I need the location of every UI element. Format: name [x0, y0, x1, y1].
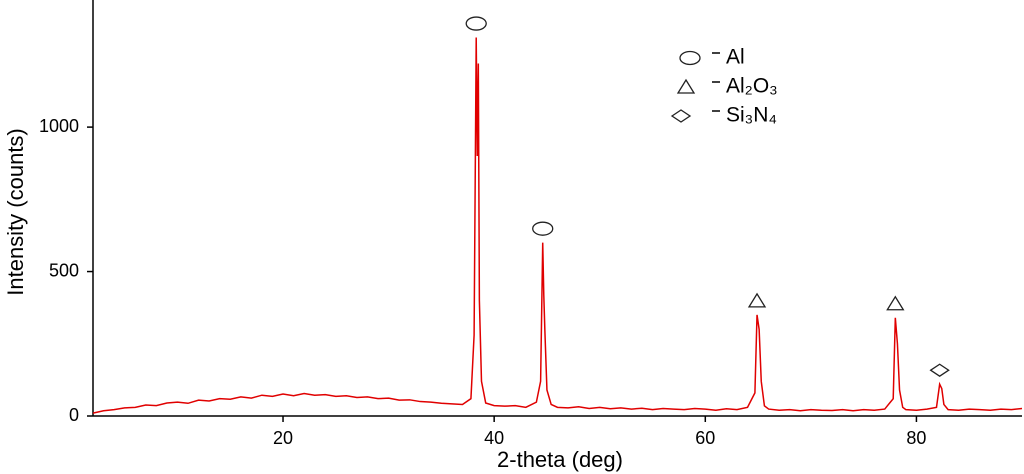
legend-symbol — [679, 50, 701, 66]
x-axis-label: 2-theta (deg) — [497, 447, 623, 472]
legend-label: Si₃N₄ — [726, 104, 777, 127]
legend-label: Al — [726, 46, 745, 69]
peak-marker — [465, 16, 487, 31]
y-tick-label: 500 — [49, 260, 79, 280]
data-line — [92, 37, 1023, 414]
x-tick-label: 20 — [273, 428, 293, 448]
x-tick-label: 60 — [695, 428, 715, 448]
x-tick-label: 80 — [906, 428, 926, 448]
y-tick-label: 0 — [69, 405, 79, 425]
peak-marker — [747, 292, 767, 308]
x-tick-label: 40 — [484, 428, 504, 448]
peak-marker — [532, 221, 554, 236]
legend-symbol — [670, 109, 692, 123]
peak-marker — [886, 295, 905, 311]
peak-marker — [929, 363, 950, 378]
y-axis-label: Intensity (counts) — [3, 128, 28, 296]
legend-symbol — [676, 78, 696, 94]
legend-label: Al₂O₃ — [726, 75, 778, 98]
y-tick-label: 1000 — [39, 116, 79, 136]
